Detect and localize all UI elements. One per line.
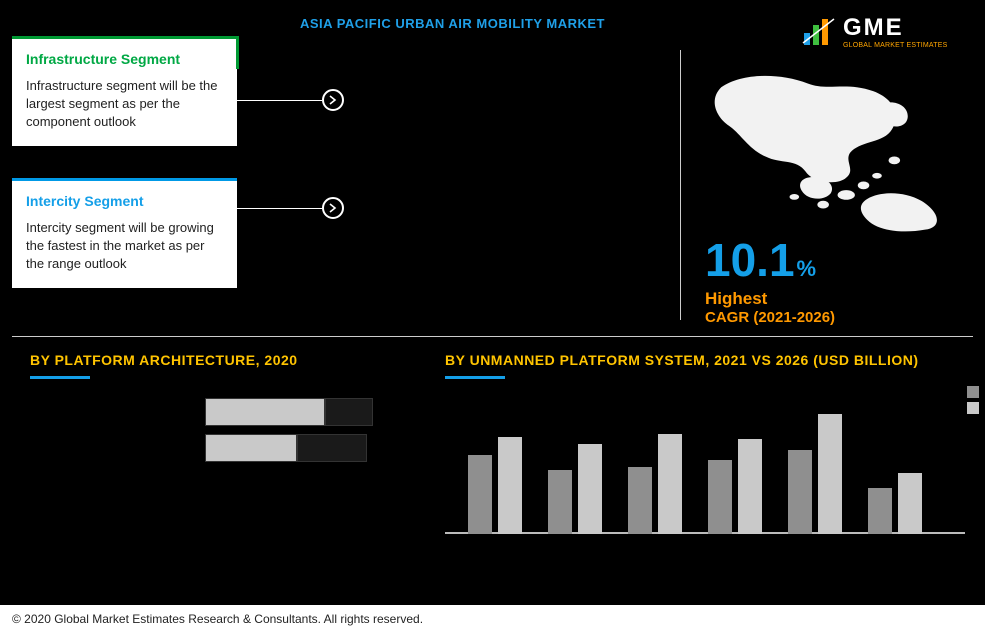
arch-bar-segment	[205, 434, 297, 462]
connector-line	[237, 208, 322, 209]
legend-swatch-2021	[967, 386, 979, 398]
callout-intercity: Intercity Segment Intercity segment will…	[12, 178, 237, 288]
unmanned-platform-chart	[445, 390, 965, 550]
chart-bar-2021	[868, 488, 892, 534]
chart-bar-2026	[898, 473, 922, 534]
callout-infrastructure-body: Infrastructure segment will be the large…	[26, 77, 223, 132]
section-title-unmanned: BY UNMANNED PLATFORM SYSTEM, 2021 VS 202…	[445, 352, 919, 368]
bar-chart-icon	[801, 13, 837, 49]
arch-bar-segment	[205, 398, 325, 426]
connector-line	[237, 100, 322, 101]
percent-sign: %	[797, 258, 817, 280]
chart-bar-2021	[788, 450, 812, 534]
copyright-footer: © 2020 Global Market Estimates Research …	[0, 605, 985, 633]
asia-pacific-map-icon	[702, 70, 952, 233]
chart-bar-2026	[578, 444, 602, 534]
callout-intercity-heading: Intercity Segment	[26, 193, 223, 209]
chart-bar-2026	[658, 434, 682, 534]
cagr-label-1: Highest	[705, 289, 835, 309]
arch-bar-row-1	[205, 398, 373, 426]
legend-swatch-2026	[967, 402, 979, 414]
arch-bar-segment	[325, 398, 373, 426]
region-map-panel: 10.1% Highest CAGR (2021-2026)	[697, 70, 957, 326]
chart-bar-2026	[818, 414, 842, 534]
callout-infrastructure-heading: Infrastructure Segment	[26, 51, 223, 67]
section-title-architecture: BY PLATFORM ARCHITECTURE, 2020	[30, 352, 298, 368]
arch-bar-row-2	[205, 434, 367, 462]
divider-horizontal	[12, 336, 973, 337]
section-underline	[30, 376, 90, 379]
chart-bar-2026	[738, 439, 762, 534]
cagr-percent: 10.1%	[705, 237, 816, 283]
page-title: ASIA PACIFIC URBAN AIR MOBILITY MARKET	[300, 16, 605, 31]
chart-bar-group	[624, 434, 686, 534]
chart-bar-group	[464, 437, 526, 534]
chart-bar-2021	[628, 467, 652, 534]
logo-tagline: GLOBAL MARKET ESTIMATES	[843, 42, 947, 49]
section-underline	[445, 376, 505, 379]
chart-legend	[967, 386, 979, 414]
brand-logo: GME GLOBAL MARKET ESTIMATES	[801, 6, 961, 56]
chevron-icon	[322, 197, 344, 219]
callout-intercity-body: Intercity segment will be growing the fa…	[26, 219, 223, 274]
logo-text: GME	[843, 14, 947, 42]
chart-bar-2026	[498, 437, 522, 534]
chevron-icon	[322, 89, 344, 111]
chart-bar-2021	[548, 470, 572, 534]
chart-bar-group	[544, 444, 606, 534]
arch-bar-segment	[297, 434, 367, 462]
chart-bar-group	[704, 439, 766, 534]
chart-bar-group	[784, 414, 846, 534]
divider-vertical	[680, 50, 681, 320]
cagr-percent-value: 10.1	[705, 237, 795, 283]
chart-bar-2021	[468, 455, 492, 534]
chart-bar-group	[864, 473, 926, 534]
callout-infrastructure: Infrastructure Segment Infrastructure se…	[12, 36, 237, 146]
cagr-label-2: CAGR (2021-2026)	[705, 309, 835, 326]
chart-bar-2021	[708, 460, 732, 534]
